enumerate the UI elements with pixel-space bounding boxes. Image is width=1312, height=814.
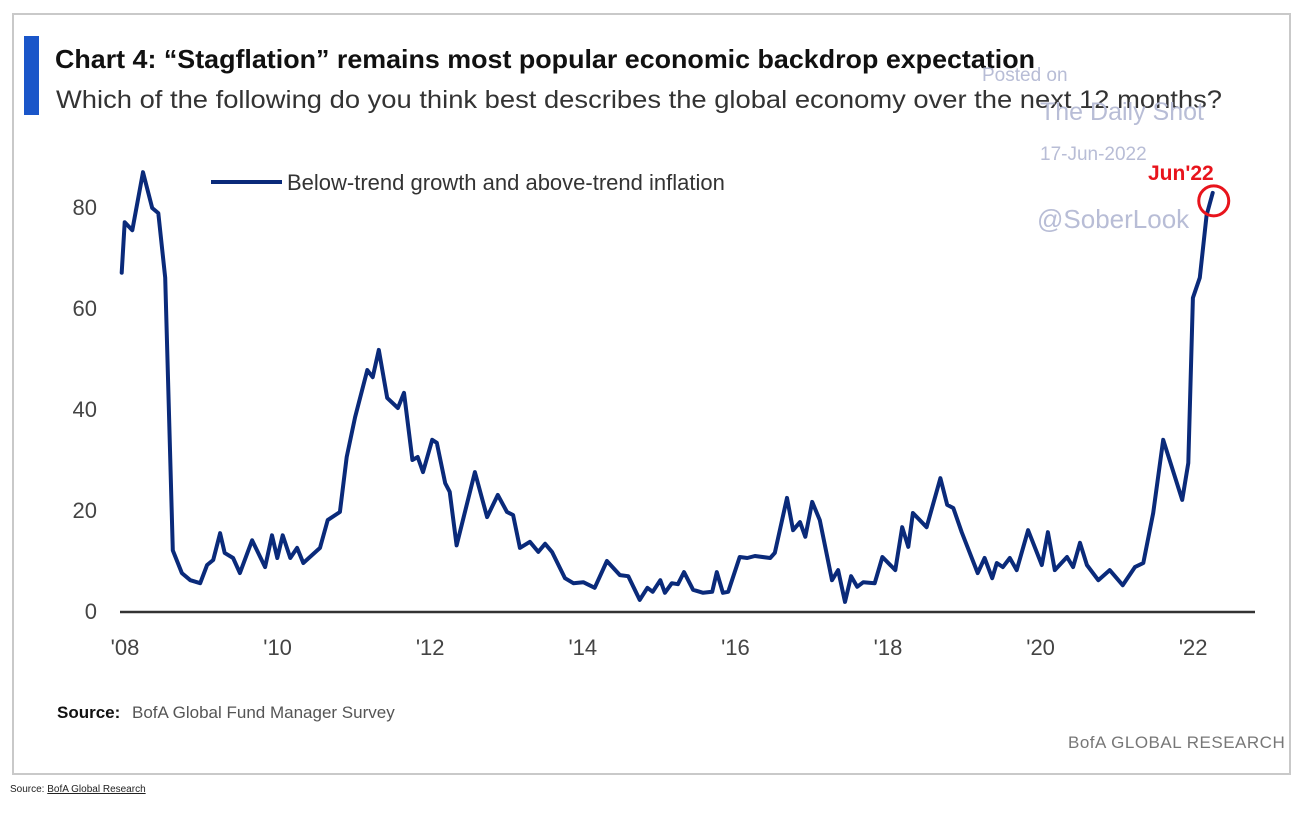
title-accent-bar: [24, 36, 39, 115]
watermark-posted-on: Posted on: [982, 65, 1068, 86]
x-tick-label: '12: [416, 635, 445, 660]
x-tick-label: '10: [263, 635, 292, 660]
footer-source-link[interactable]: BofA Global Research: [47, 784, 146, 795]
footer-source-label: Source:: [10, 784, 45, 795]
y-tick-label: 20: [73, 498, 97, 523]
watermark-handle: @SoberLook: [1037, 204, 1190, 234]
y-tick-label: 80: [73, 195, 97, 220]
watermark-daily-shot: The Daily Shot: [1040, 98, 1204, 126]
chart-frame: [12, 13, 1291, 775]
x-tick-label: '22: [1179, 635, 1208, 660]
page-footer: Source: BofA Global Research: [10, 784, 146, 795]
series-group: [119, 170, 1215, 604]
legend-label: Below-trend growth and above-trend infla…: [287, 170, 725, 195]
watermark-date: 17-Jun-2022: [1040, 144, 1147, 165]
y-tick-label: 60: [73, 296, 97, 321]
annotation-jun22-label: Jun'22: [1148, 162, 1214, 185]
x-tick-label: '08: [111, 635, 140, 660]
x-tick-label: '18: [874, 635, 903, 660]
source-text: BofA Global Fund Manager Survey: [132, 703, 395, 722]
chart-subtitle: Which of the following do you think best…: [56, 86, 1222, 114]
x-axis-ticks: '08 '10 '12 '14 '16 '18 '20 '22: [111, 635, 1208, 660]
y-tick-label: 0: [85, 599, 97, 624]
y-tick-label: 40: [73, 397, 97, 422]
series-line: [119, 170, 1215, 604]
x-tick-label: '20: [1026, 635, 1055, 660]
source-label: Source:: [57, 703, 120, 722]
annotation-circle: [1197, 184, 1231, 218]
y-axis-ticks: 0 20 40 60 80: [73, 195, 97, 624]
x-tick-label: '14: [568, 635, 597, 660]
chart-title: Chart 4: “Stagflation” remains most popu…: [55, 44, 1035, 74]
x-tick-label: '16: [721, 635, 750, 660]
brand-label: BofA GLOBAL RESEARCH: [1068, 733, 1285, 752]
